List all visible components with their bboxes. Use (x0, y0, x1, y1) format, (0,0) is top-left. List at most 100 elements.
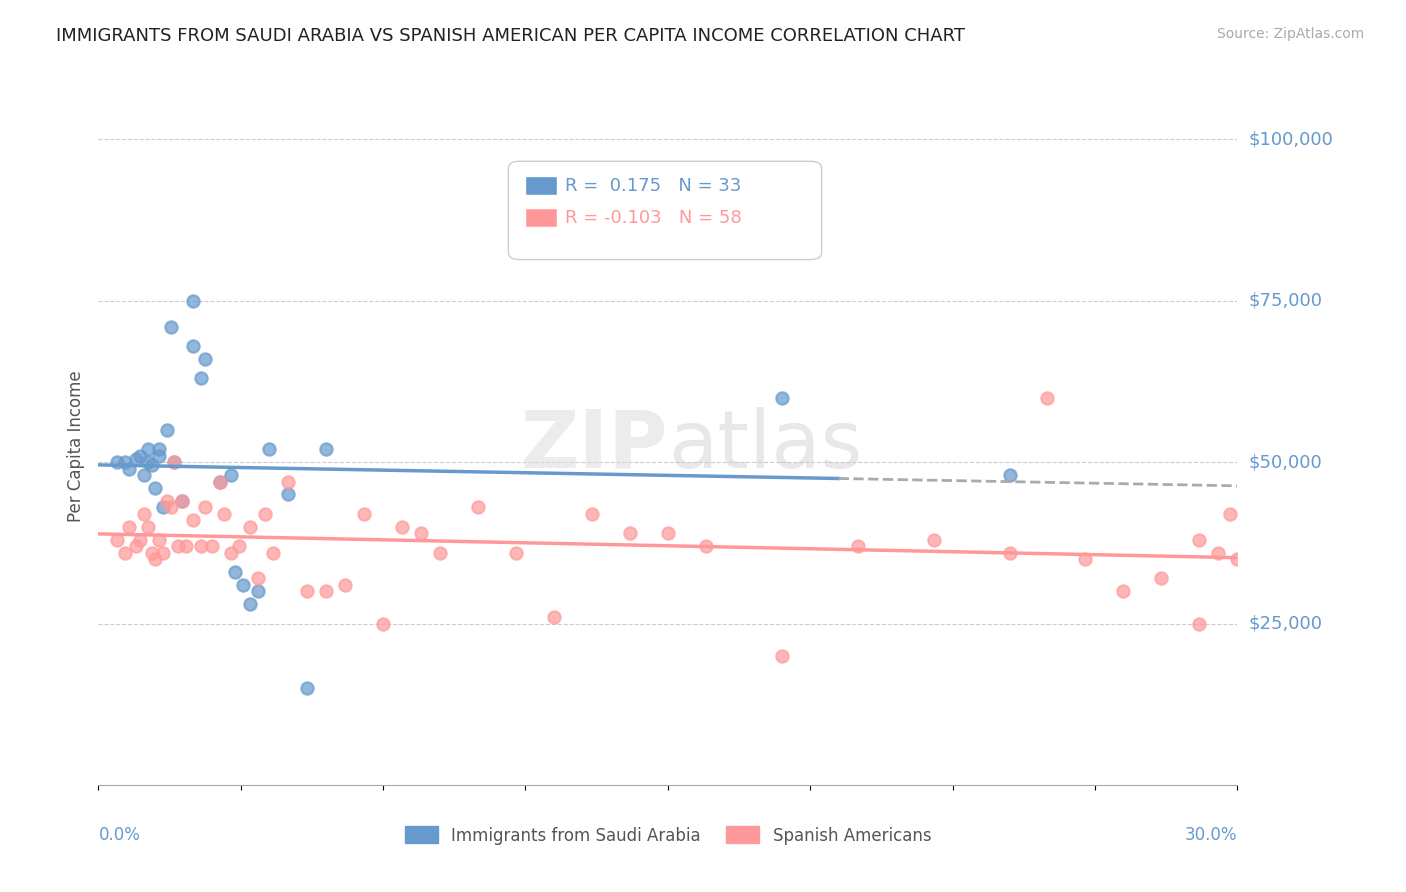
Point (208, 475, 231, 489)
Point (141, 458, 163, 473)
Text: atlas: atlas (668, 407, 862, 485)
Text: R = -0.103   N = 58: R = -0.103 N = 58 (565, 209, 742, 227)
Point (228, 539, 250, 553)
Point (167, 539, 190, 553)
Text: $75,000: $75,000 (1249, 292, 1323, 310)
Point (232, 578, 254, 592)
Point (125, 451, 148, 466)
Point (1188, 616, 1211, 631)
Point (657, 526, 679, 541)
Point (998, 468, 1021, 483)
Point (297, 584, 319, 599)
Text: $25,000: $25,000 (1249, 615, 1323, 632)
Point (254, 507, 277, 521)
Point (132, 507, 155, 521)
Point (183, 293, 205, 308)
Point (194, 500, 217, 515)
Point (315, 584, 337, 599)
Point (353, 507, 375, 521)
Point (208, 475, 231, 489)
Point (1208, 545, 1230, 559)
Point (1112, 584, 1135, 599)
Point (163, 455, 186, 469)
Point (174, 539, 197, 553)
Point (259, 442, 281, 457)
Point (152, 500, 174, 515)
Legend: Immigrants from Saudi Arabia, Spanish Americans: Immigrants from Saudi Arabia, Spanish Am… (398, 820, 938, 851)
Point (190, 539, 212, 553)
Point (221, 545, 243, 559)
Point (619, 526, 641, 541)
Point (1219, 507, 1241, 521)
Point (224, 565, 246, 579)
Point (129, 449, 152, 463)
Point (246, 571, 269, 585)
Point (145, 552, 167, 566)
Point (846, 539, 869, 553)
Point (411, 526, 433, 541)
Point (148, 442, 170, 457)
Point (136, 442, 159, 457)
Point (114, 545, 136, 559)
Point (770, 648, 793, 663)
Point (136, 519, 159, 533)
Point (1188, 533, 1211, 547)
Point (467, 500, 489, 515)
Point (170, 494, 193, 508)
Text: R =  0.175   N = 33: R = 0.175 N = 33 (565, 177, 742, 194)
Point (581, 507, 603, 521)
Point (156, 494, 179, 508)
Point (239, 597, 262, 611)
Point (297, 681, 319, 695)
Point (770, 391, 793, 405)
Point (505, 545, 527, 559)
Point (998, 545, 1021, 559)
Point (277, 475, 299, 489)
Text: $50,000: $50,000 (1249, 453, 1323, 471)
Text: IMMIGRANTS FROM SAUDI ARABIA VS SPANISH AMERICAN PER CAPITA INCOME CORRELATION C: IMMIGRANTS FROM SAUDI ARABIA VS SPANISH … (56, 27, 966, 45)
Point (170, 494, 193, 508)
Point (114, 455, 136, 469)
Point (239, 519, 262, 533)
Point (129, 533, 152, 547)
Point (132, 468, 155, 483)
Bar (526, 177, 557, 195)
Point (194, 351, 217, 366)
Point (277, 487, 299, 501)
Text: 0.0%: 0.0% (98, 826, 141, 844)
Point (141, 545, 163, 559)
Point (335, 578, 357, 592)
Point (1074, 552, 1097, 566)
Point (391, 519, 413, 533)
Text: Source: ZipAtlas.com: Source: ZipAtlas.com (1216, 27, 1364, 41)
Point (201, 539, 224, 553)
Point (543, 610, 565, 624)
Point (125, 539, 148, 553)
Text: $100,000: $100,000 (1249, 130, 1333, 148)
Point (152, 545, 174, 559)
Point (118, 519, 141, 533)
Point (148, 449, 170, 463)
Point (145, 481, 167, 495)
Point (246, 584, 269, 599)
Text: ZIP: ZIP (520, 407, 668, 485)
Point (695, 539, 717, 553)
Point (221, 468, 243, 483)
Point (148, 533, 170, 547)
Text: 30.0%: 30.0% (1185, 826, 1237, 844)
Point (107, 533, 129, 547)
Point (183, 513, 205, 527)
Bar (526, 208, 557, 227)
Point (159, 319, 181, 334)
Point (159, 500, 181, 515)
Point (107, 455, 129, 469)
Point (315, 442, 337, 457)
Point (212, 507, 235, 521)
Point (183, 339, 205, 353)
Point (136, 455, 159, 469)
Point (118, 461, 141, 475)
Point (190, 371, 212, 385)
Y-axis label: Per Capita Income: Per Capita Income (66, 370, 84, 522)
Point (262, 545, 284, 559)
FancyBboxPatch shape (509, 161, 821, 260)
